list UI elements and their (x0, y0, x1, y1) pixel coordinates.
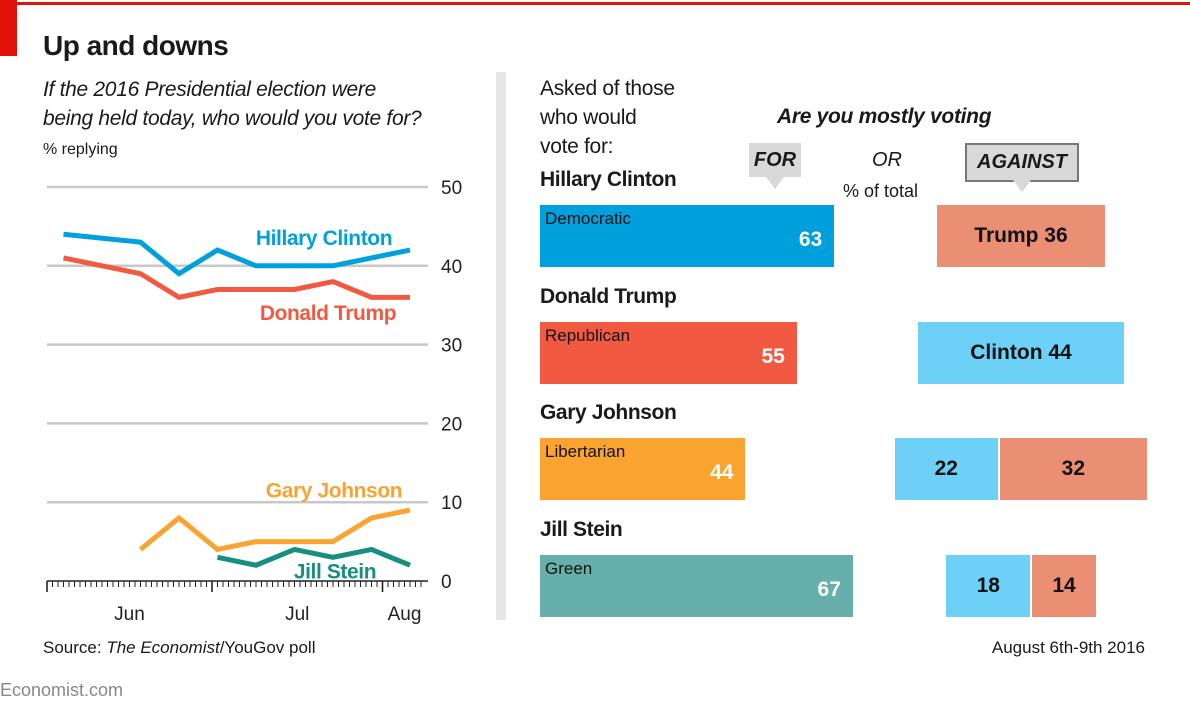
source-prefix: Source: (43, 638, 107, 657)
for-callout: FOR (749, 143, 801, 189)
y-tick-label: 10 (441, 493, 462, 514)
candidate-name: Jill Stein (540, 518, 623, 541)
series-line-gary-johnson (138, 507, 411, 553)
y-tick-label: 50 (441, 178, 462, 199)
for-bar: Democratic 63 (540, 205, 835, 267)
question-line-2: who would (540, 106, 637, 129)
accent-tag (0, 0, 17, 56)
x-tick-label: Jun (114, 604, 145, 625)
for-value: 55 (761, 345, 785, 368)
party-label: Libertarian (545, 442, 626, 461)
bar-chart-title: Are you mostly voting (777, 105, 992, 128)
question-line-1: Asked of those (540, 77, 675, 100)
candidate-name: Gary Johnson (540, 401, 677, 424)
party-label: Democratic (545, 209, 631, 228)
party-label: Republican (545, 326, 631, 345)
for-bar: Green 67 (540, 555, 853, 617)
against-bar-segment: 14 (1030, 555, 1096, 617)
against-bar-segment: 22 (894, 438, 998, 500)
series-line-donald-trump (62, 255, 410, 300)
chart-title: Up and downs (43, 30, 229, 61)
source-suffix: /YouGov poll (219, 638, 316, 657)
top-accent-line (0, 2, 1190, 5)
survey-date: August 6th-9th 2016 (991, 638, 1145, 657)
series-label: Jill Stein (294, 561, 376, 584)
series-label: Donald Trump (260, 302, 396, 325)
party-label: Green (545, 559, 593, 578)
against-bar-segment: Clinton 44 (918, 322, 1124, 384)
candidate-name: Hillary Clinton (540, 168, 677, 191)
panel-divider (496, 72, 506, 620)
x-tick-label: Aug (388, 604, 422, 625)
subtitle-line-2: being held today, who would you vote for… (43, 107, 422, 130)
y-tick-label: 20 (441, 414, 462, 435)
line-chart: 0 10 20 30 40 50 Jun Jul Aug Hillary Clinton Donal… (46, 178, 462, 625)
brand-label: Economist.com (0, 680, 124, 700)
for-value: 44 (710, 461, 734, 484)
for-bar: Republican 55 (540, 322, 797, 384)
against-bar-segment: 18 (946, 555, 1031, 617)
for-value: 67 (817, 578, 841, 601)
subtitle-line-1: If the 2016 Presidential election were (43, 78, 376, 101)
for-bar: Libertarian 44 (540, 438, 746, 500)
series-line-jill-stein (216, 546, 411, 568)
against-callout: AGAINST (965, 143, 1079, 192)
for-value: 63 (798, 228, 823, 251)
candidate-name: Donald Trump (540, 285, 677, 308)
or-label: OR (872, 149, 902, 171)
series-label: Gary Johnson (266, 479, 402, 502)
source-publication: The Economist (106, 638, 220, 657)
bar-unit: % of total (843, 181, 919, 201)
y-tick-label: 30 (441, 336, 462, 357)
series-label: Hillary Clinton (256, 227, 392, 250)
x-tick-label: Jul (285, 604, 309, 625)
y-axis-unit: % replying (43, 141, 118, 158)
question-line-3: vote for: (540, 135, 614, 158)
against-bar-segment: 32 (997, 438, 1148, 500)
y-tick-label: 40 (441, 257, 462, 278)
against-bar-segment: Trump 36 (936, 205, 1106, 267)
y-tick-label: 0 (441, 572, 452, 593)
source-note: Source: The Economist/YouGov poll (43, 638, 315, 658)
